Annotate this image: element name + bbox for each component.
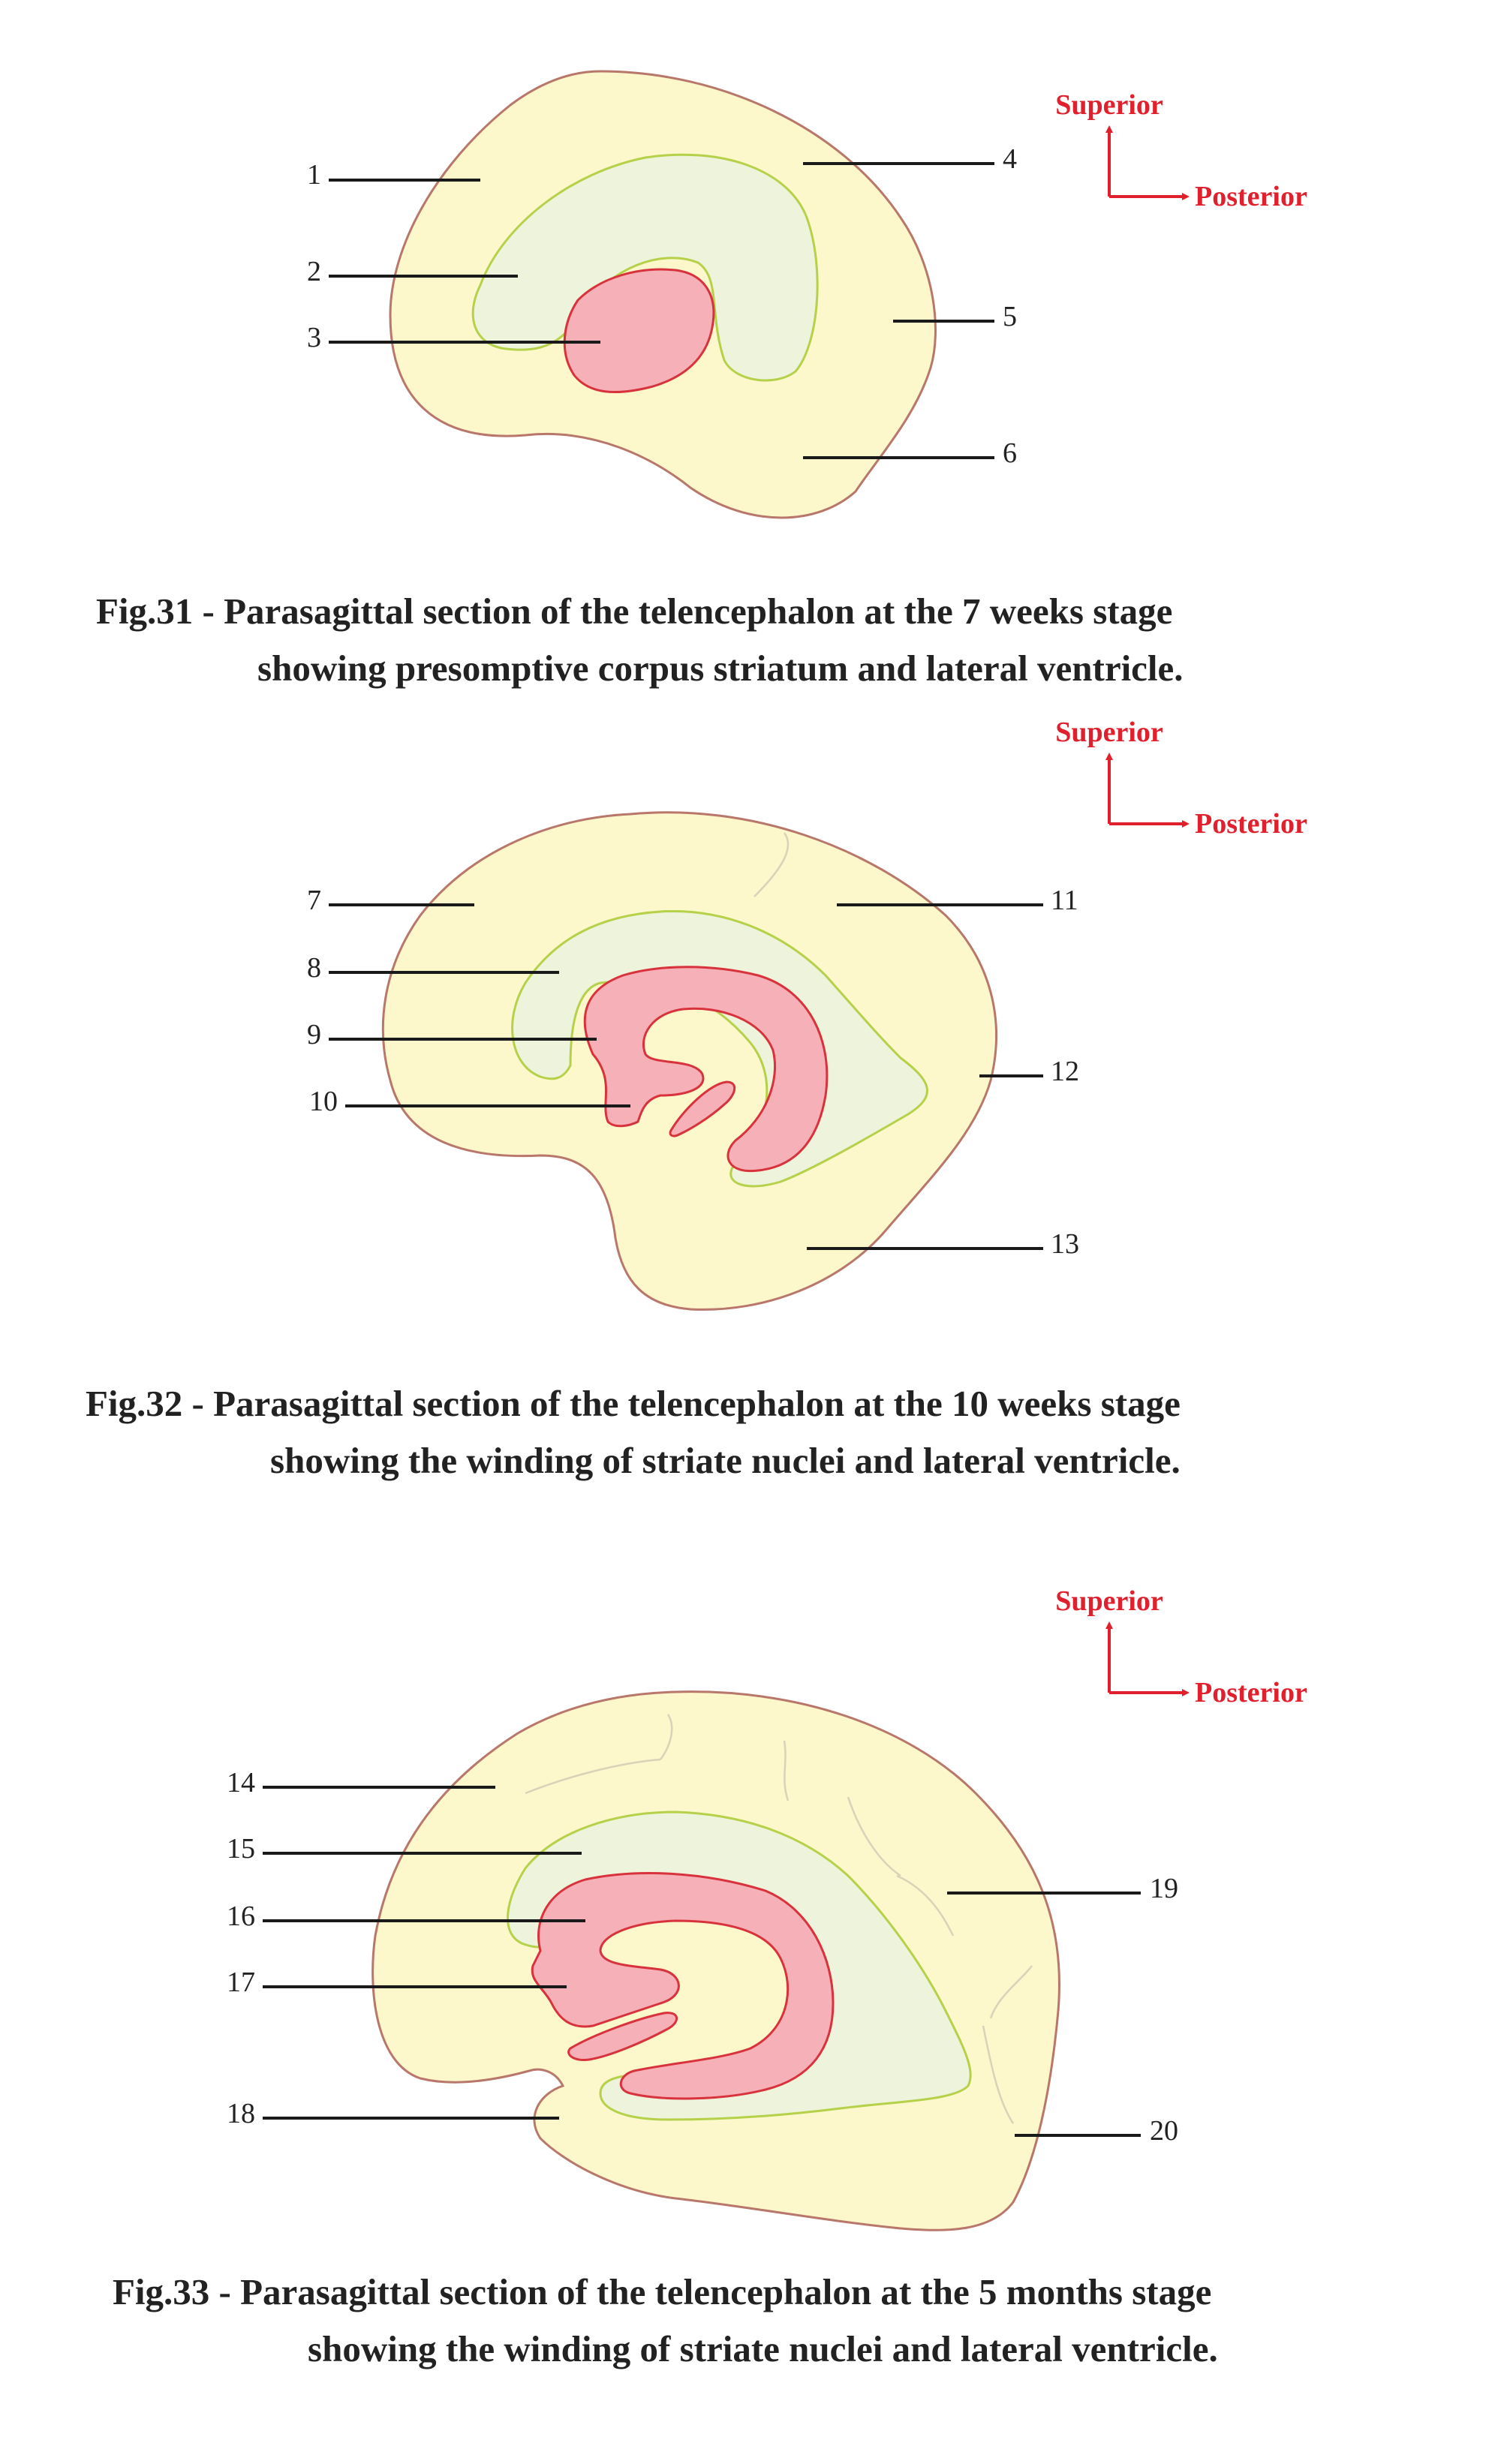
fig32-orientation: Superior Posterior [1055, 717, 1307, 840]
fig33-leaders [263, 1786, 1141, 2137]
fig33-diagram: 14 15 16 17 18 19 20 [227, 1690, 1178, 2231]
fig33-label-14: 14 [227, 1767, 255, 1798]
fig31-label-5: 5 [1003, 301, 1017, 332]
fig32-caption-line2: showing the winding of striate nuclei an… [270, 1440, 1181, 1481]
fig33-lentiform-nucleus [567, 2012, 678, 2062]
fig31-label-1: 1 [307, 159, 321, 191]
fig32-label-13: 13 [1051, 1228, 1079, 1260]
fig33-caudate-nucleus [531, 1872, 835, 2100]
fig32-label-7: 7 [307, 885, 321, 916]
fig32-label-10: 10 [309, 1086, 338, 1117]
fig32-sulcus-1 [754, 832, 790, 897]
fig33-superior-label: Superior [1055, 1585, 1163, 1617]
fig31-caption-line2: showing presomptive corpus striatum and … [257, 648, 1184, 689]
fig32-caudate-nucleus [583, 966, 829, 1173]
fig33-label-20: 20 [1150, 2115, 1178, 2147]
fig31-diagram: 1 2 3 4 5 6 [307, 70, 1017, 519]
fig32-telencephalon-wall [381, 811, 997, 1311]
fig31-label-4: 4 [1003, 143, 1017, 175]
fig32-posterior-label: Posterior [1195, 808, 1307, 840]
fig31-corpus-striatum [563, 268, 715, 394]
fig33-label-18: 18 [227, 2098, 255, 2129]
fig32-label-12: 12 [1051, 1056, 1079, 1087]
fig33-label-17: 17 [227, 1967, 255, 1998]
fig33-caption-line2: showing the winding of striate nuclei an… [308, 2328, 1218, 2369]
fig31-orientation: Superior Posterior [1055, 89, 1307, 212]
fig31-caption-line1: Fig.31 - Parasagittal section of the tel… [96, 590, 1173, 632]
fig31-label-6: 6 [1003, 437, 1017, 469]
fig33-caption-line1: Fig.33 - Parasagittal section of the tel… [113, 2271, 1212, 2312]
fig31-leaders [329, 162, 994, 459]
fig32-caption-line1: Fig.32 - Parasagittal section of the tel… [86, 1383, 1181, 1424]
fig33-orientation: Superior Posterior [1055, 1585, 1307, 1708]
fig32-superior-label: Superior [1055, 717, 1163, 748]
fig33-label-16: 16 [227, 1901, 255, 1932]
fig31-label-3: 3 [307, 322, 321, 353]
fig32-lentiform-nucleus [669, 1080, 735, 1137]
fig32-label-11: 11 [1051, 885, 1078, 916]
fig32-label-8: 8 [307, 952, 321, 984]
fig33-sulci [525, 1714, 1033, 2124]
fig32-label-9: 9 [307, 1019, 321, 1050]
fig31-label-2: 2 [307, 256, 321, 287]
fig31-posterior-label: Posterior [1195, 181, 1307, 212]
fig31-superior-label: Superior [1055, 89, 1163, 121]
fig32-diagram: 7 8 9 10 11 12 13 [307, 811, 1079, 1311]
fig33-label-19: 19 [1150, 1873, 1178, 1904]
fig31-lateral-ventricle [471, 153, 819, 382]
fig33-posterior-label: Posterior [1195, 1677, 1307, 1708]
fig32-leaders [329, 903, 1043, 1250]
fig33-label-15: 15 [227, 1833, 255, 1865]
fig33-telencephalon-wall [371, 1690, 1061, 2231]
